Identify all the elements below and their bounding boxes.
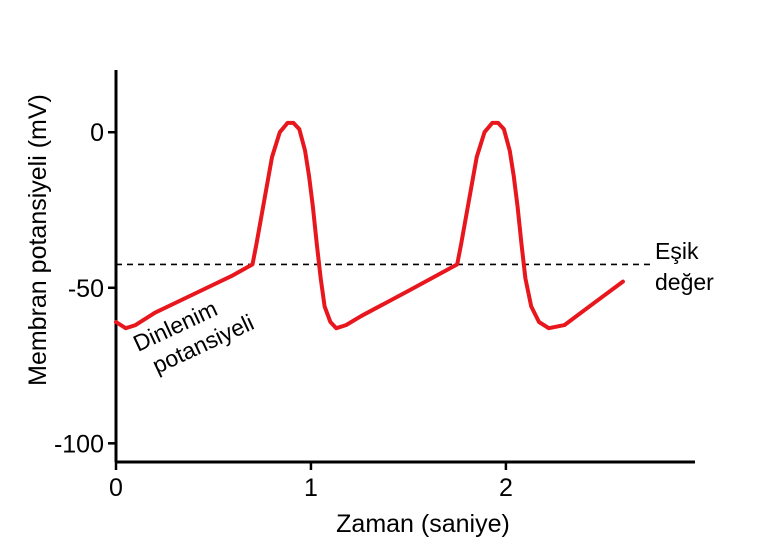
x-axis-title: Zaman (saniye) (336, 510, 510, 538)
resting-potential-annotation: Dinlenim potansiyeli (129, 295, 258, 378)
threshold-label-line1: Eşik (655, 238, 699, 264)
y-tick-label: -100 (54, 430, 104, 458)
x-tick-label: 1 (304, 474, 318, 502)
y-tick-label: -50 (68, 275, 104, 303)
y-axis-title: Membran potansiyeli (mV) (24, 94, 52, 386)
x-tick-label: 2 (499, 474, 513, 502)
y-tick-label: 0 (90, 119, 104, 147)
threshold-label-line2: değer (655, 269, 714, 295)
membrane-potential-series-line (114, 120, 625, 331)
x-tick-label: 0 (109, 474, 123, 502)
